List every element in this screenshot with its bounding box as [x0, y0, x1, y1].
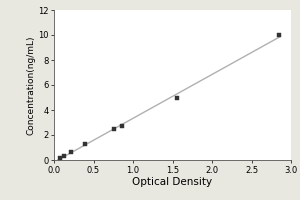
Y-axis label: Concentration(ng/mL): Concentration(ng/mL)	[26, 35, 35, 135]
X-axis label: Optical Density: Optical Density	[132, 177, 213, 187]
